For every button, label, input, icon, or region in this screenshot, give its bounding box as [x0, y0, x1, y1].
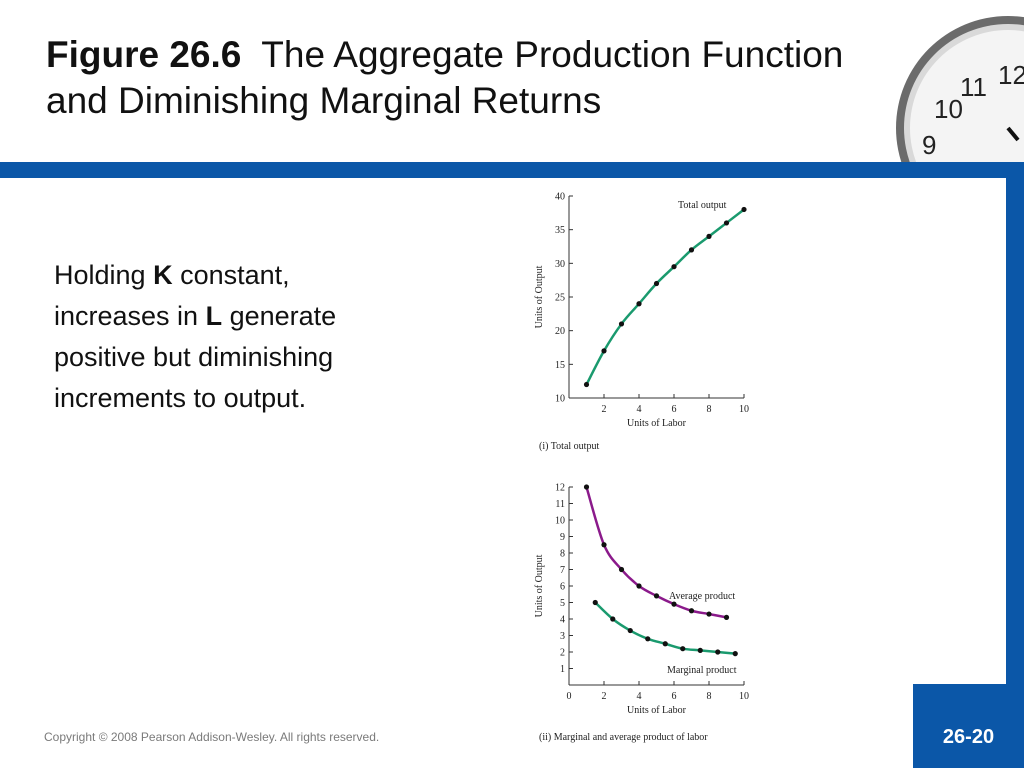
y-tick-label: 25	[555, 293, 565, 304]
clock-number-9: 9	[922, 130, 936, 160]
x-tick-label: 8	[707, 404, 712, 415]
x-tick-label: 6	[672, 404, 677, 415]
x-tick-label: 4	[637, 404, 642, 415]
average-product-point	[723, 614, 730, 620]
marginal-product-point	[697, 647, 703, 653]
body-part3: generate positive but diminishing increm…	[54, 301, 337, 413]
total-output-point	[601, 348, 607, 354]
y-tick-label: 9	[560, 532, 565, 543]
marginal-product-point	[662, 641, 668, 647]
average-product-point	[636, 583, 642, 589]
marginal-product-point	[645, 636, 651, 642]
x-tick-label: 4	[637, 691, 642, 702]
average-product-point	[706, 611, 712, 617]
y-tick-label: 3	[560, 631, 565, 642]
y-tick-label: 6	[560, 582, 565, 593]
average-product-point	[653, 593, 660, 599]
marginal-product-point	[732, 651, 738, 657]
y-tick-label: 15	[555, 360, 565, 371]
y-tick-label: 8	[560, 549, 565, 560]
average-product-point	[671, 601, 677, 607]
x-axis-label: Units of Labor	[627, 705, 687, 716]
body-text: Holding K constant, increases in L gener…	[54, 255, 354, 419]
total-output-point	[723, 220, 730, 226]
x-tick-label: 10	[739, 404, 749, 415]
total-output-point	[671, 264, 677, 270]
total-output-point	[636, 301, 642, 307]
marginal-product-point	[592, 599, 598, 606]
body-k: K	[153, 260, 173, 290]
x-tick-label: 0	[567, 691, 572, 702]
y-tick-label: 1	[560, 664, 565, 675]
y-tick-label: 10	[555, 516, 565, 527]
clock-number-10: 10	[934, 94, 963, 124]
chart-caption: (ii) Marginal and average product of lab…	[539, 732, 708, 743]
copyright-footer: Copyright © 2008 Pearson Addison-Wesley.…	[44, 730, 380, 744]
x-tick-label: 6	[672, 691, 677, 702]
body-part1: Holding	[54, 260, 154, 290]
header-rule	[0, 162, 1024, 178]
figure-number: Figure 26.6	[46, 34, 242, 75]
average-product-point	[688, 608, 695, 614]
total-output-curve	[585, 208, 745, 386]
y-tick-label: 20	[555, 326, 565, 337]
y-tick-label: 12	[555, 483, 565, 494]
slide-title: Figure 26.6 The Aggregate Production Fun…	[46, 32, 886, 124]
y-tick-label: 4	[560, 615, 565, 626]
average-product-point	[618, 566, 625, 573]
x-tick-label: 8	[707, 691, 712, 702]
average-product-label: Average product	[669, 591, 735, 602]
total-output-chart: 10 15 20 25 30 35 40 2 4 6 8 10 Units of Labor Units …	[534, 192, 749, 453]
total-output-point	[618, 321, 625, 327]
total-output-point	[583, 381, 590, 388]
chart-caption: (i) Total output	[539, 441, 599, 452]
x-axis-label: Units of Labor	[627, 418, 687, 429]
y-tick-label: 40	[555, 192, 565, 203]
y-tick-label: 2	[560, 648, 565, 659]
marginal-product-point	[610, 616, 616, 622]
total-output-point	[741, 206, 747, 213]
y-tick-label: 7	[560, 565, 565, 576]
marginal-product-point	[715, 649, 721, 655]
x-tick-label: 2	[602, 691, 607, 702]
clock-number-11: 11	[960, 72, 987, 102]
total-output-point	[688, 247, 695, 253]
page-number: 26-20	[942, 726, 995, 748]
total-output-point	[653, 280, 660, 287]
y-tick-label: 11	[555, 499, 565, 510]
average-product-point	[601, 542, 607, 548]
y-axis-label: Units of Output	[534, 265, 545, 328]
clock-image: 12 11 10 9	[890, 0, 1024, 162]
x-tick-label: 10	[739, 691, 749, 702]
marginal-product-point	[680, 646, 686, 652]
clock-number-12: 12	[998, 60, 1024, 90]
y-tick-label: 30	[555, 259, 565, 270]
marginal-product-point	[627, 627, 633, 634]
y-axis-label: Units of Output	[534, 554, 545, 617]
y-tick-label: 10	[555, 394, 565, 405]
body-part2: constant, increases in	[54, 260, 290, 331]
y-tick-label: 35	[555, 225, 565, 236]
y-tick-label: 5	[560, 598, 565, 609]
average-product-point	[583, 484, 590, 490]
figure-title: The Aggregate Production Function and Di…	[46, 34, 844, 121]
marginal-product-label: Marginal product	[667, 665, 737, 676]
x-tick-label: 2	[602, 404, 607, 415]
right-edge-bar	[1006, 178, 1024, 684]
page-number-box	[913, 684, 1024, 768]
total-output-point	[706, 233, 712, 239]
total-output-label: Total output	[678, 200, 727, 211]
body-l: L	[205, 301, 223, 331]
